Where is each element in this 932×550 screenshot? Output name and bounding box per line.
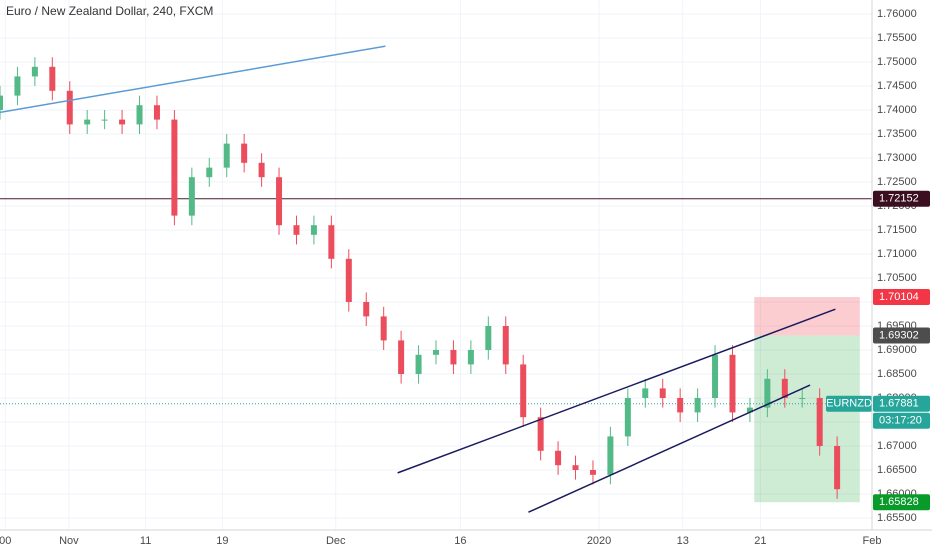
candle-body [555, 450, 562, 466]
candle-body [188, 177, 195, 216]
trend-line [528, 384, 811, 513]
timer-box [873, 412, 930, 429]
y-tick-label: 1.73000 [877, 152, 917, 164]
stop-zone [754, 297, 860, 336]
chart-title: Euro / New Zealand Dollar, 240, FXCM [6, 4, 213, 18]
candle-body [467, 350, 474, 365]
symbol-box [826, 395, 872, 412]
price-label: 1.72152 [879, 193, 919, 205]
x-tick-label: 19 [216, 535, 228, 547]
price-box [873, 190, 930, 207]
price-box [873, 289, 930, 306]
price-box [873, 395, 930, 412]
x-tick-label: Feb [863, 535, 882, 547]
candle-body [136, 105, 143, 125]
timer-label: 03:17:20 [879, 415, 922, 427]
candle-body [624, 398, 631, 437]
candle-body [363, 302, 370, 317]
trend-line [0, 45, 386, 114]
candle-body [642, 388, 649, 399]
x-tick-label: 16 [454, 535, 466, 547]
price-label: 1.70104 [879, 291, 919, 303]
candle-body [206, 167, 213, 178]
candle-body [694, 398, 701, 413]
symbol-label: EURNZD [826, 398, 872, 410]
x-tick-label: 13 [677, 535, 689, 547]
x-tick-label: 00 [0, 535, 11, 547]
y-tick-label: 1.75000 [877, 56, 917, 68]
candle-body [816, 398, 823, 447]
price-label: 1.67881 [879, 398, 919, 410]
candle-body [119, 119, 126, 125]
candle-body [0, 95, 3, 111]
y-tick-label: 1.72500 [877, 176, 917, 188]
candle-body [380, 316, 387, 341]
x-tick-label: 11 [140, 535, 151, 547]
candle-body [537, 417, 544, 451]
candle-body [241, 143, 248, 163]
candle-body [520, 364, 527, 418]
y-tick-label: 1.76000 [877, 8, 917, 20]
candle-body [415, 354, 422, 375]
candle-body [14, 76, 21, 96]
y-tick-label: 1.71500 [877, 224, 917, 236]
candle-body [677, 398, 684, 413]
candle-body [607, 436, 614, 475]
y-tick-label: 1.74000 [877, 104, 917, 116]
candle-body [572, 465, 579, 471]
y-tick-label: 1.68500 [877, 368, 917, 380]
candle-body [328, 225, 335, 259]
price-box [873, 494, 930, 511]
candle-body [310, 225, 317, 235]
price-label: 1.65828 [879, 496, 919, 508]
x-tick-label: Dec [326, 535, 346, 547]
candle-body [398, 340, 405, 375]
candle-body [781, 378, 788, 399]
candle-body [258, 162, 265, 178]
candle-body [834, 446, 841, 490]
y-tick-label: 1.74500 [877, 80, 917, 92]
candle-body [84, 119, 91, 125]
x-tick-label: 21 [754, 535, 766, 547]
y-tick-label: 1.69000 [877, 344, 917, 356]
y-tick-label: 1.66500 [877, 464, 917, 476]
y-tick-label: 1.65500 [877, 512, 917, 524]
candle-body [450, 350, 457, 365]
trend-line [397, 308, 836, 474]
price-box [873, 327, 930, 344]
candle-body [712, 354, 719, 399]
candle-body [153, 105, 160, 120]
candle-body [276, 177, 283, 226]
y-tick-label: 1.73500 [877, 128, 917, 140]
candle-body [66, 90, 73, 125]
y-tick-label: 1.67000 [877, 440, 917, 452]
candle-body [485, 326, 492, 351]
y-tick-label: 1.70500 [877, 272, 917, 284]
candle-body [659, 388, 666, 399]
x-tick-label: Nov [59, 535, 79, 547]
target-zone [754, 335, 860, 503]
candle-body [799, 398, 806, 400]
candle-body [31, 66, 38, 77]
y-tick-label: 1.75500 [877, 32, 917, 44]
candle-body [746, 407, 753, 413]
candle-body [293, 225, 300, 235]
x-tick-label: 2020 [587, 535, 611, 547]
candle-body [171, 119, 178, 216]
candle-body [101, 119, 108, 121]
candle-body [49, 66, 56, 91]
y-tick-label: 1.71000 [877, 248, 917, 260]
candle-body [764, 378, 771, 408]
candle-body [589, 470, 596, 475]
candle-body [502, 326, 509, 365]
candle-body [433, 350, 439, 355]
candle-body [223, 143, 230, 168]
candle-body [345, 258, 352, 303]
price-label: 1.69302 [879, 329, 919, 341]
candle-body [729, 354, 736, 413]
